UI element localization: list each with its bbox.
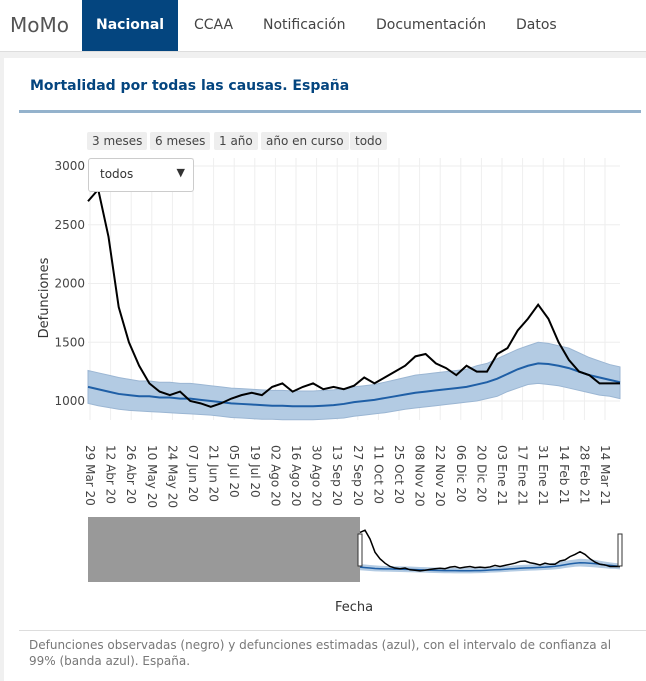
chart-panel: Mortalidad por todas las causas. España … [4, 58, 646, 681]
x-tick-label: 31 Ene 21 [536, 445, 550, 506]
x-tick-label: 14 Feb 21 [557, 445, 571, 504]
x-tick-label: 22 Nov 20 [433, 445, 447, 507]
x-tick-label: 28 Feb 21 [577, 445, 591, 504]
x-tick-label: 19 Jul 20 [248, 445, 262, 498]
mortality-chart: 1000 1500 2000 2500 3000 29 Mar 20 12 Abr 20 26… [37, 158, 623, 615]
observed-line [87, 187, 620, 408]
x-tick-label: 21 Jun 20 [207, 445, 221, 502]
x-tick-label: 06 Dic 20 [454, 445, 468, 502]
x-tick-label: 07 Jun 20 [186, 445, 200, 502]
range-1y-button[interactable]: 1 año [214, 132, 258, 150]
tab-datos[interactable]: Datos [516, 17, 557, 33]
x-tick-label: 26 Abr 20 [124, 445, 138, 504]
title-divider [19, 110, 641, 113]
brand-logo[interactable]: MoMo [10, 13, 69, 37]
range-all-button[interactable]: todo [350, 132, 388, 150]
range-selector-unselected [88, 517, 360, 582]
x-tick-label: 16 Ago 20 [289, 445, 303, 506]
range-expected-line [359, 562, 621, 572]
x-tick-label: 30 Ago 20 [310, 445, 324, 506]
dropdown-caret-icon: ▼ [176, 166, 185, 179]
panel-title: Mortalidad por todas las causas. España [30, 78, 350, 94]
expected-line [87, 362, 621, 408]
x-tick-label: 03 Ene 21 [495, 445, 509, 506]
y-tick-label: 3000 [54, 159, 85, 173]
x-tick-label: 11 Oct 20 [371, 445, 385, 504]
x-tick-label: 02 Ago 20 [268, 445, 282, 506]
y-tick-label: 1500 [54, 335, 85, 349]
tab-ccaa[interactable]: CCAA [194, 17, 234, 33]
range-ytd-button[interactable]: año en curso [261, 132, 349, 150]
y-tick-label: 1000 [54, 394, 85, 408]
x-tick-label: 29 Mar 20 [83, 445, 97, 506]
x-axis-title: Fecha [335, 600, 373, 615]
range-handle[interactable] [617, 533, 623, 567]
x-tick-label: 25 Oct 20 [392, 445, 406, 504]
range-3m-button[interactable]: 3 meses [87, 132, 148, 150]
tab-documentacion[interactable]: Documentación [376, 17, 487, 33]
top-nav: MoMo Nacional CCAA Notificación Document… [0, 0, 646, 52]
range-handle[interactable] [357, 533, 363, 567]
y-tick-label: 2500 [54, 218, 85, 232]
x-tick-label: 13 Sep 20 [330, 445, 344, 506]
range-6m-button[interactable]: 6 meses [150, 132, 211, 150]
region-dropdown[interactable]: todos ▼ [88, 158, 194, 192]
tab-nacional[interactable]: Nacional [82, 0, 179, 51]
range-band [360, 558, 620, 574]
range-observed-line [359, 529, 620, 572]
x-tick-label: 05 Jul 20 [227, 445, 241, 498]
chart-caption: Defunciones observadas (negro) y defunci… [19, 630, 646, 675]
y-axis-title: Defunciones [37, 257, 52, 338]
x-tick-label: 14 Mar 21 [598, 445, 612, 506]
x-tick-label: 12 Abr 20 [104, 445, 118, 504]
x-tick-label: 24 May 20 [165, 445, 179, 508]
x-tick-label: 10 May 20 [145, 445, 159, 508]
dropdown-value: todos [100, 167, 134, 181]
y-tick-label: 2000 [54, 277, 85, 291]
x-tick-label: 27 Sep 20 [351, 445, 365, 506]
x-tick-label: 20 Dic 20 [474, 445, 488, 502]
confidence-band [87, 341, 621, 421]
tab-notificacion[interactable]: Notificación [263, 17, 346, 33]
x-tick-label: 08 Nov 20 [413, 445, 427, 507]
x-tick-label: 17 Ene 21 [516, 445, 530, 506]
